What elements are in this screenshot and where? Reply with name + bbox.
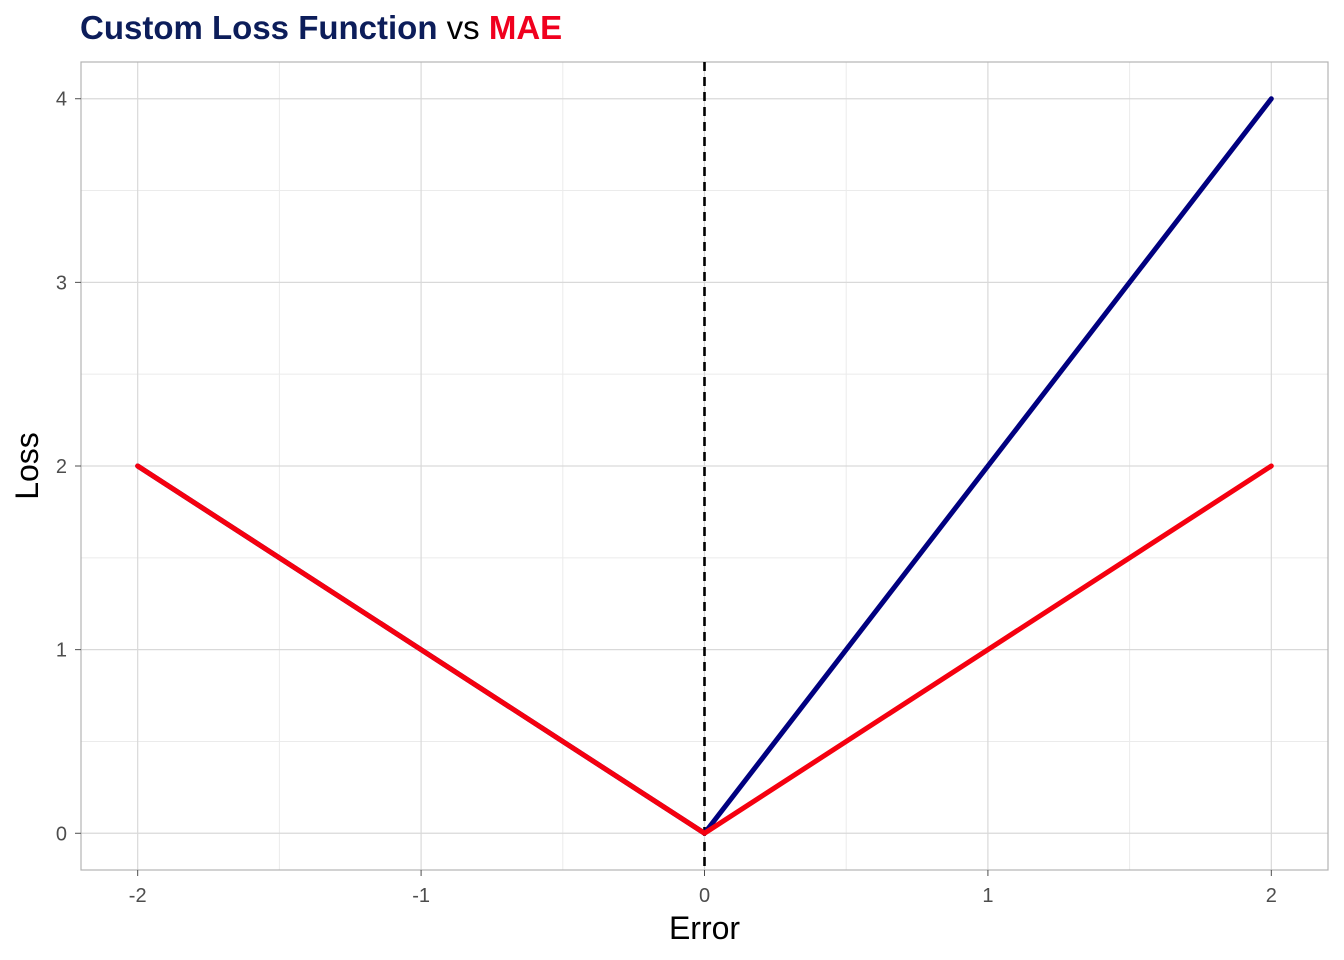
x-axis-ticks: -2 -1 0 1 2 <box>129 870 1277 907</box>
y-tick-label: 1 <box>56 640 67 662</box>
x-tick-label: 2 <box>1266 885 1277 907</box>
chart-title: Custom Loss Function vs MAE <box>80 8 562 48</box>
y-tick-label: 3 <box>56 272 67 294</box>
y-tick-label: 4 <box>56 89 67 111</box>
x-tick-label: -1 <box>412 885 430 907</box>
title-custom-loss: Custom Loss Function <box>80 9 438 46</box>
x-axis-title: Error <box>669 910 740 946</box>
series-layer <box>135 96 1274 836</box>
y-axis-ticks: 0 1 2 3 4 <box>56 89 81 845</box>
y-axis-title: Loss <box>9 432 45 500</box>
title-vs: vs <box>446 9 480 46</box>
y-tick-label: 2 <box>56 456 67 478</box>
x-tick-label: -2 <box>129 885 147 907</box>
x-tick-label: 0 <box>699 885 710 907</box>
y-tick-label: 0 <box>56 823 67 845</box>
title-mae: MAE <box>488 9 563 46</box>
x-tick-label: 1 <box>982 885 993 907</box>
series-line-mae <box>135 463 1274 836</box>
